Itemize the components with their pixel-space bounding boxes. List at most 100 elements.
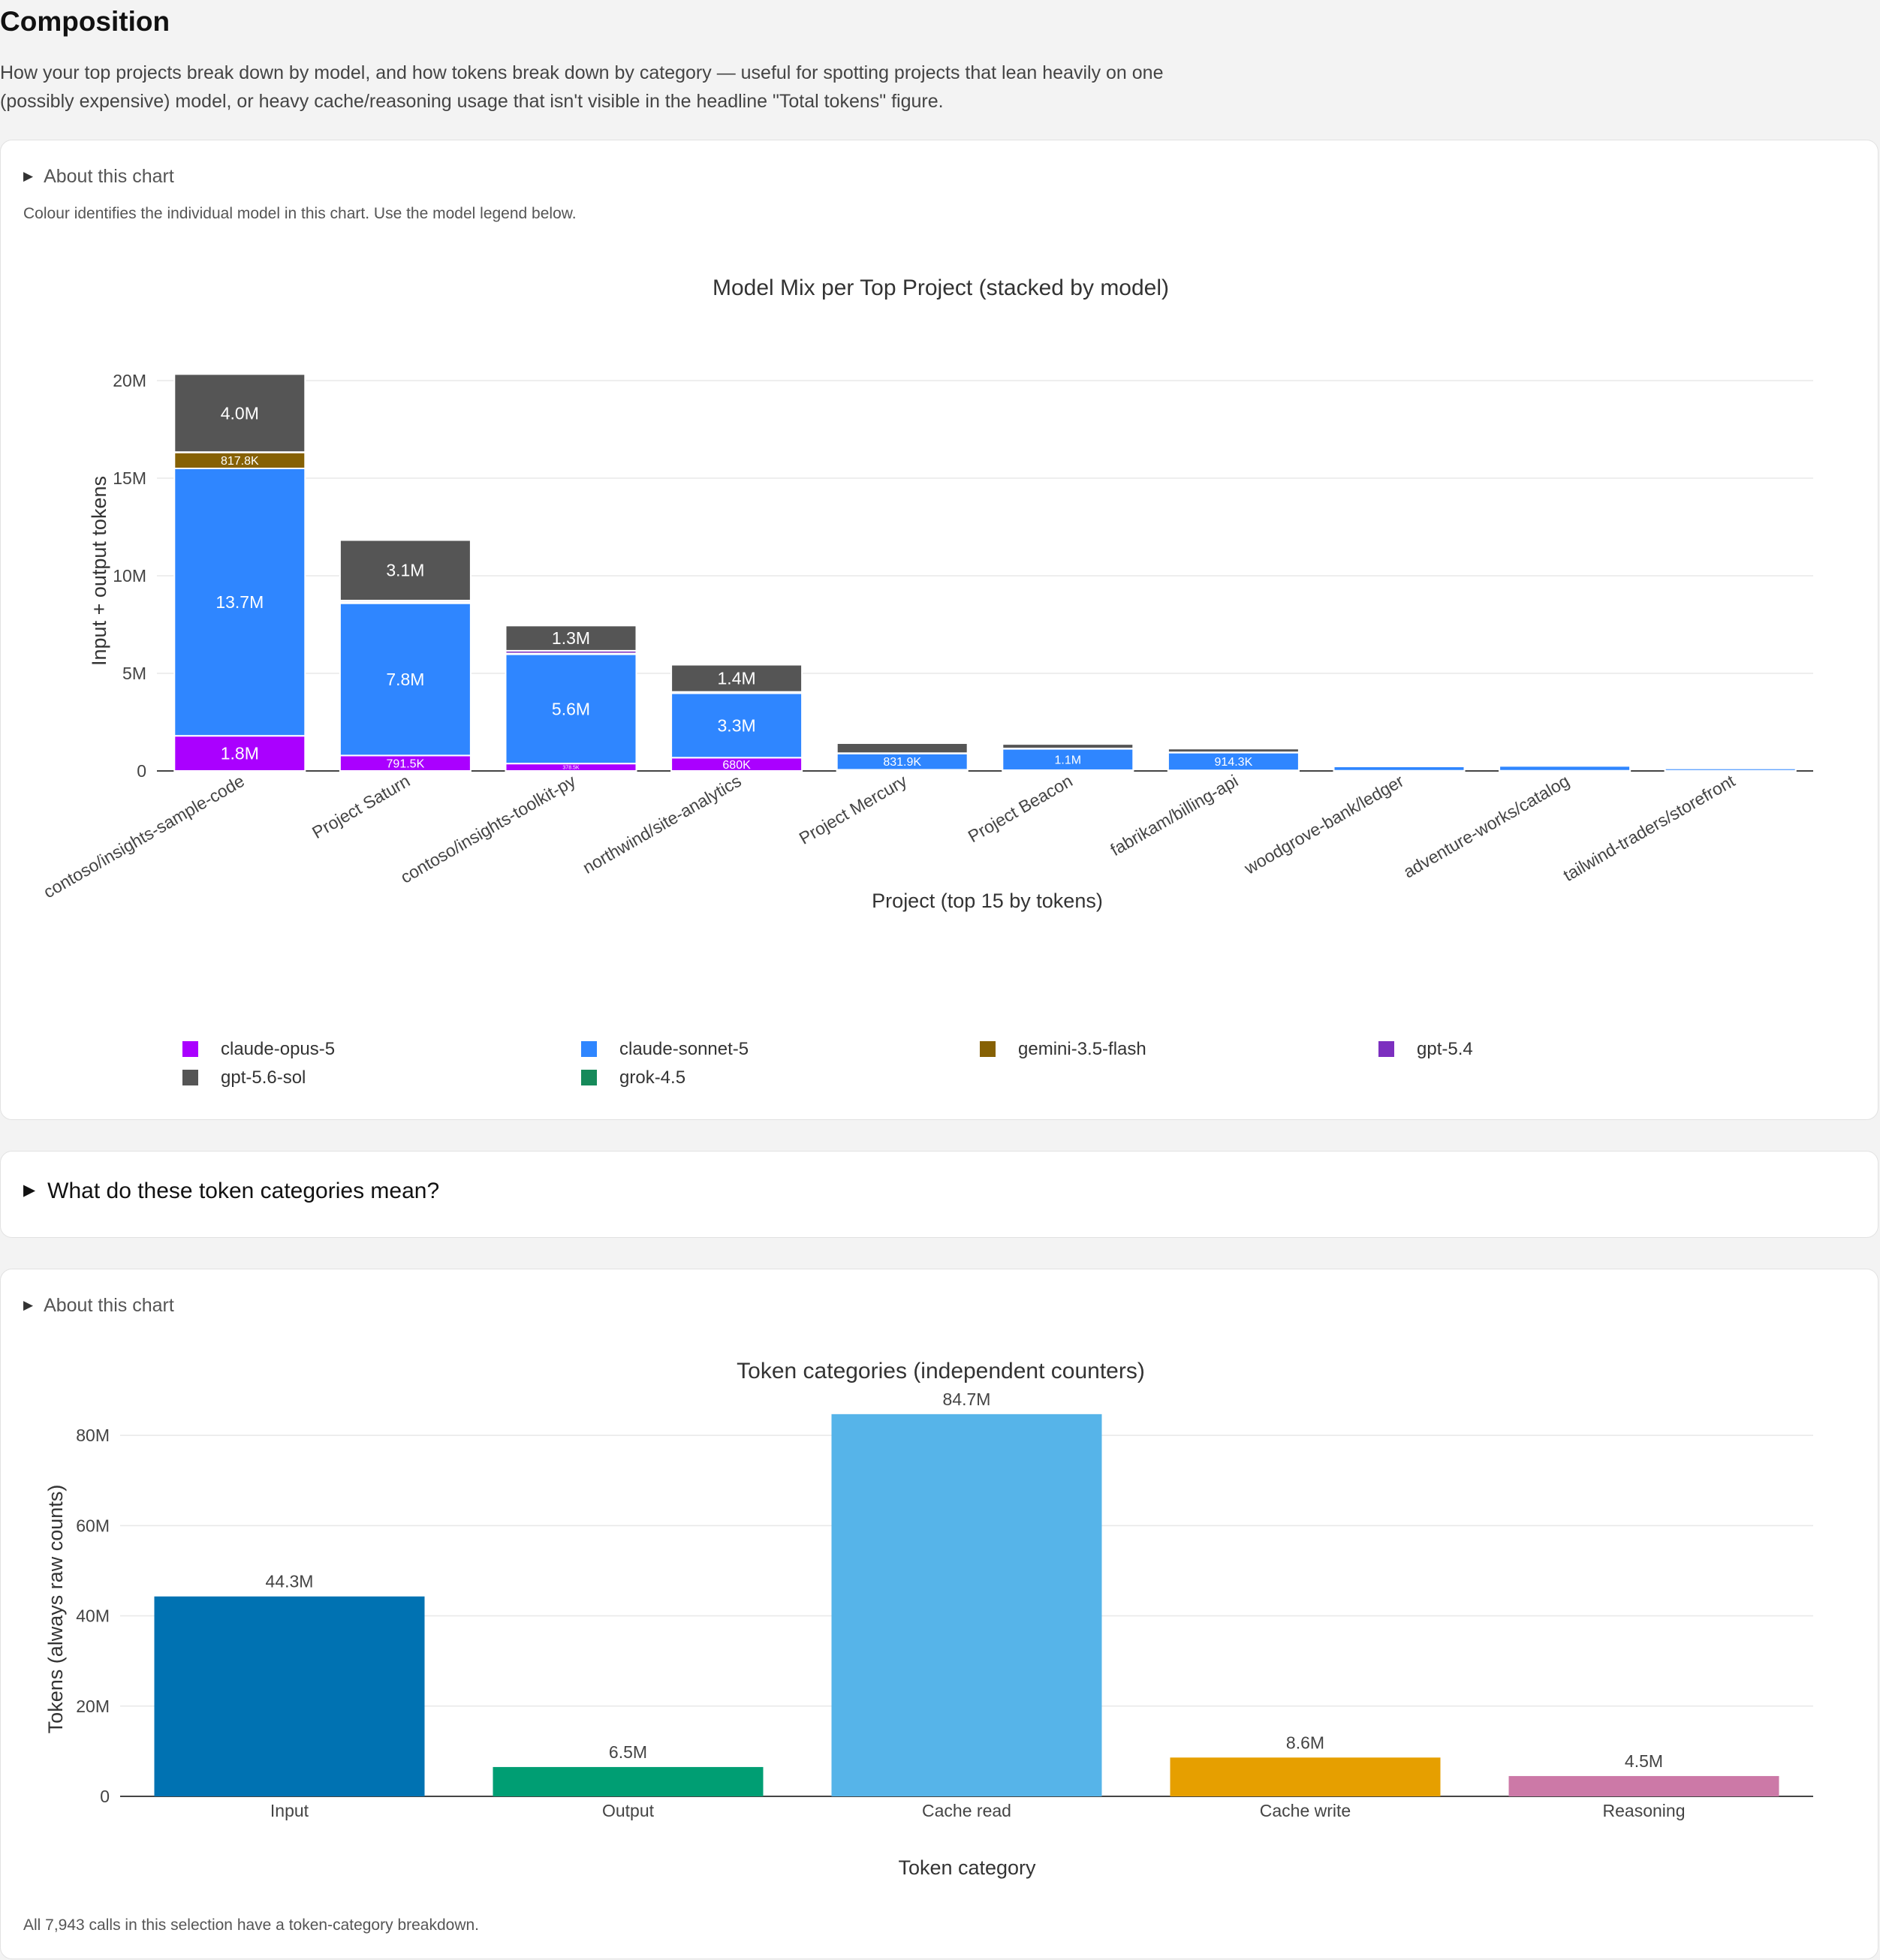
model-mix-card: ▶ About this chart Colour identifies the … xyxy=(0,140,1878,1120)
bar-segment-gpt-5-6-sol[interactable] xyxy=(505,625,637,652)
bar-value-label: 1.4M xyxy=(718,669,756,688)
bar-output[interactable] xyxy=(493,1766,764,1796)
x-tick-label: woodgrove-bank/ledger xyxy=(1240,771,1407,878)
bar-segment-claude-opus-5[interactable] xyxy=(173,735,306,772)
bar-segment-gpt-5-6-sol[interactable] xyxy=(670,664,803,693)
x-tick-label: adventure-works/catalog xyxy=(1400,771,1573,882)
bar-segment-claude-sonnet-5[interactable] xyxy=(339,602,472,757)
legend-label: gpt-5.4 xyxy=(1417,1039,1473,1059)
bar-segment-claude-sonnet-5[interactable] xyxy=(173,468,306,737)
bar-segment-gpt-5-6-sol[interactable] xyxy=(1499,764,1631,767)
legend-swatch xyxy=(581,1070,597,1085)
y-tick-label: 60M xyxy=(76,1516,110,1535)
chart-footer-note: All 7,943 calls in this selection have a… xyxy=(23,1916,480,1934)
token-categories-card: ▶ About this chart Token categories (inde… xyxy=(0,1269,1878,1959)
bar-value-label: 5.6M xyxy=(552,699,590,718)
bar-cache-read[interactable] xyxy=(831,1414,1102,1796)
y-tick-label: 10M xyxy=(113,566,146,586)
x-tick-label: tailwind-traders/storefront xyxy=(1559,771,1738,886)
y-tick-label: 0 xyxy=(100,1787,110,1806)
x-tick-label: Project Mercury xyxy=(796,771,911,848)
legend-label: grok-4.5 xyxy=(619,1067,686,1088)
about-chart-label: About this chart xyxy=(44,1295,174,1316)
about-chart-toggle[interactable]: ▶ About this chart xyxy=(23,166,174,188)
disclosure-triangle-icon: ▶ xyxy=(23,169,34,183)
x-axis-title: Token category xyxy=(898,1856,1036,1879)
y-tick-label: 20M xyxy=(113,371,146,390)
bar-value-label: 378.5K xyxy=(562,766,580,771)
token-categories-help-toggle[interactable]: ▶ What do these token categories mean? xyxy=(23,1179,439,1204)
disclosure-triangle-icon: ▶ xyxy=(23,1182,36,1199)
bar-segment-gpt-5-6-sol[interactable] xyxy=(339,539,472,601)
y-tick-label: 5M xyxy=(122,664,146,683)
about-chart-label: About this chart xyxy=(44,166,174,187)
bar-segment-gpt-5-6-sol[interactable] xyxy=(1002,743,1134,750)
bar-value-label: 817.8K xyxy=(221,455,259,468)
section-description: How your top projects break down by mode… xyxy=(0,62,1164,112)
legend-swatch xyxy=(1378,1041,1394,1057)
about-chart-toggle[interactable]: ▶ About this chart xyxy=(23,1295,174,1317)
bar-cache-write[interactable] xyxy=(1170,1757,1441,1796)
bar-value-label: 831.9K xyxy=(883,756,921,769)
bar-value-label: 4.0M xyxy=(221,403,259,423)
disclosure-triangle-icon: ▶ xyxy=(23,1298,34,1312)
bar-value-label: 791.5K xyxy=(387,757,425,770)
x-tick-label: Project Saturn xyxy=(309,771,413,842)
legend-swatch xyxy=(581,1041,597,1057)
y-tick-label: 15M xyxy=(113,468,146,488)
y-axis-title: Input + output tokens xyxy=(88,476,110,666)
section-title: Composition xyxy=(0,6,170,37)
x-tick-label: fabrikam/billing-api xyxy=(1107,771,1241,860)
bar-input[interactable] xyxy=(154,1596,425,1796)
bar-value-label: 1.1M xyxy=(1055,754,1082,766)
token-categories-help: ▶ What do these token categories mean? xyxy=(0,1151,1878,1238)
bar-segment-grok-4-5[interactable] xyxy=(173,372,306,375)
legend-label: claude-opus-5 xyxy=(221,1039,336,1059)
x-axis-title: Project (top 15 by tokens) xyxy=(872,890,1103,912)
model-mix-chart: Model Mix per Top Project (stacked by mo… xyxy=(40,275,1813,912)
bar-segment-gpt-5-6-sol[interactable] xyxy=(1167,748,1300,754)
bar-value-label: 3.3M xyxy=(718,715,756,735)
token-categories-help-label: What do these token categories mean? xyxy=(47,1179,440,1203)
legend-label: gpt-5.6-sol xyxy=(221,1067,306,1088)
legend-item-claude-opus-5[interactable]: claude-opus-5 xyxy=(182,1039,335,1060)
y-tick-label: 40M xyxy=(76,1606,110,1626)
bar-value-label: 44.3M xyxy=(266,1572,314,1591)
bar-segment-gpt-5-6-sol[interactable] xyxy=(1664,767,1797,769)
legend-swatch xyxy=(980,1041,996,1057)
bar-segment-grok-4-5[interactable] xyxy=(670,664,803,666)
y-tick-label: 80M xyxy=(76,1426,110,1445)
x-tick-label: Project Beacon xyxy=(965,771,1076,847)
chart-title: Token categories (independent counters) xyxy=(737,1359,1145,1383)
bar-reasoning[interactable] xyxy=(1508,1775,1779,1796)
bar-value-label: 7.8M xyxy=(386,670,424,689)
bar-value-label: 84.7M xyxy=(943,1389,991,1409)
bar-segment-gpt-5-6-sol[interactable] xyxy=(173,373,306,453)
bar-value-label: 4.5M xyxy=(1625,1751,1663,1771)
legend-item-gemini-3-5-flash[interactable]: gemini-3.5-flash xyxy=(980,1039,1146,1060)
bar-value-label: 914.3K xyxy=(1215,756,1253,769)
bar-segment-grok-4-5[interactable] xyxy=(836,742,969,745)
bar-value-label: 6.5M xyxy=(609,1742,647,1762)
bar-value-label: 8.6M xyxy=(1286,1733,1324,1752)
legend-item-gpt-5-4[interactable]: gpt-5.4 xyxy=(1378,1039,1473,1060)
x-tick-label: contoso/insights-toolkit-py xyxy=(397,771,580,887)
legend-item-grok-4-5[interactable]: grok-4.5 xyxy=(581,1067,685,1088)
x-tick-label: contoso/insights-sample-code xyxy=(40,771,248,902)
x-tick-label: Output xyxy=(602,1801,655,1820)
chart-note: Colour identifies the individual model i… xyxy=(23,205,577,222)
x-tick-label: Reasoning xyxy=(1603,1801,1686,1820)
legend-item-gpt-5-6-sol[interactable]: gpt-5.6-sol xyxy=(182,1067,306,1088)
x-tick-label: Cache read xyxy=(922,1801,1011,1820)
bar-segment-claude-sonnet-5[interactable] xyxy=(505,653,637,765)
bar-segment-claude-sonnet-5[interactable] xyxy=(1002,748,1134,771)
y-tick-label: 0 xyxy=(137,761,146,781)
legend-item-claude-sonnet-5[interactable]: claude-sonnet-5 xyxy=(581,1039,749,1060)
token-categories-chart: Token categories (independent counters) 0… xyxy=(44,1359,1813,1879)
bar-segment-grok-4-5[interactable] xyxy=(505,624,637,627)
bar-value-label: 1.8M xyxy=(221,744,259,763)
y-axis-title: Tokens (always raw counts) xyxy=(44,1485,67,1734)
bar-segment-gpt-5-6-sol[interactable] xyxy=(836,742,969,754)
bar-segment-claude-sonnet-5[interactable] xyxy=(670,692,803,759)
bar-value-label: 680K xyxy=(722,759,751,772)
